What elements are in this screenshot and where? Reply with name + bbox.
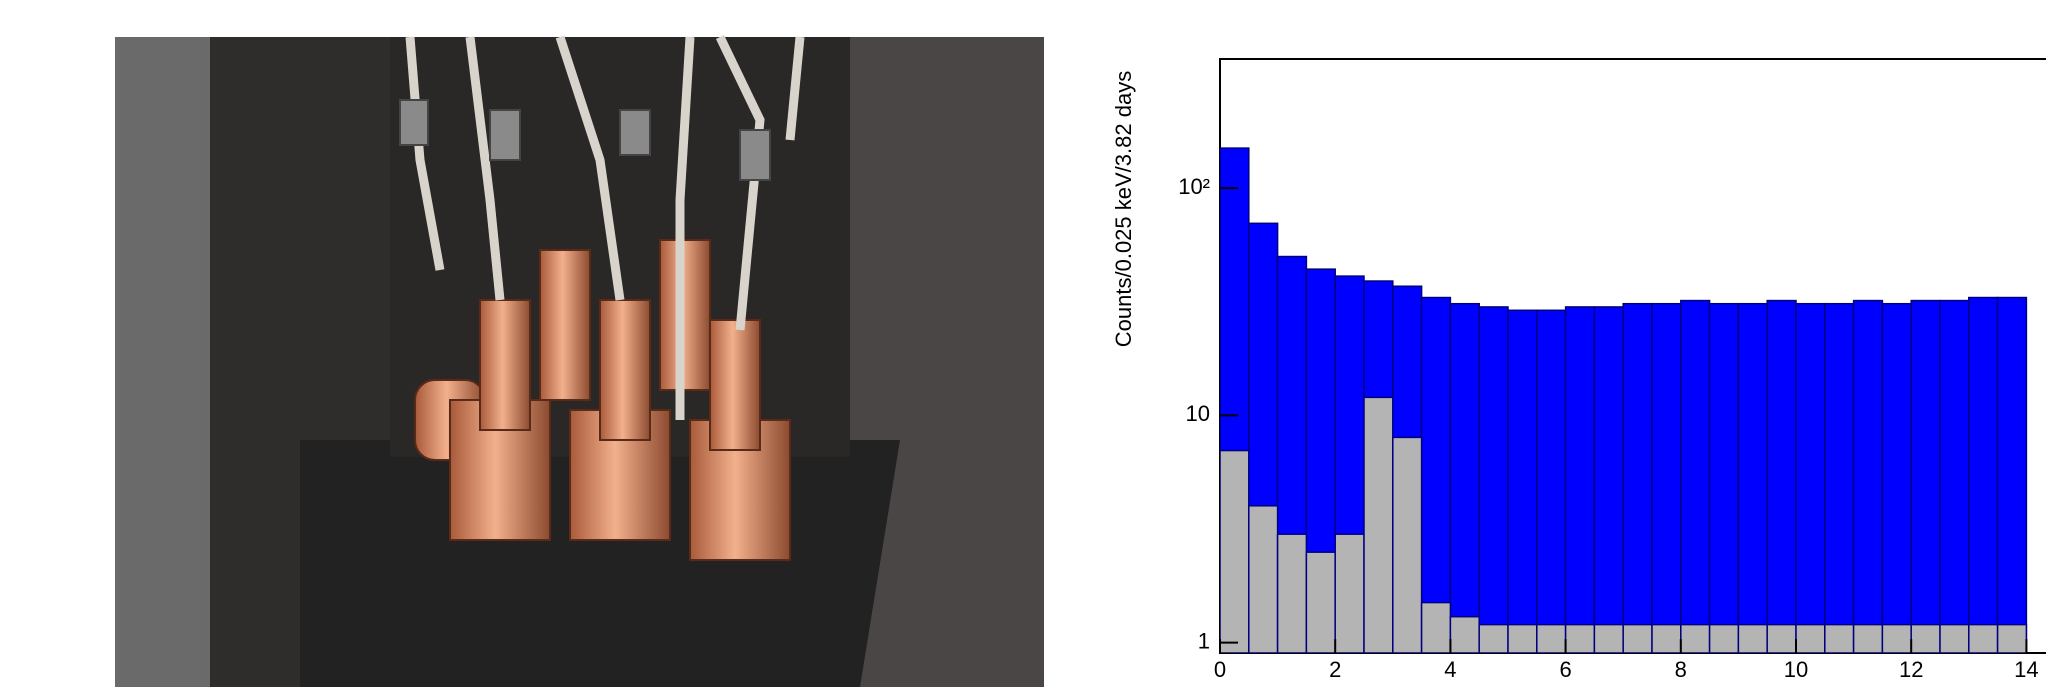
x-tick-label: 14 — [2014, 657, 2038, 682]
histogram-bar — [1305, 551, 1336, 653]
histogram-bar — [1507, 309, 1538, 653]
histogram-bar — [1593, 623, 1624, 653]
histogram-bar — [1334, 533, 1365, 653]
histogram-bar — [1939, 623, 1970, 653]
x-tick-label: 2 — [1329, 657, 1341, 682]
histogram-bar — [1737, 623, 1768, 653]
histogram-bar — [1449, 615, 1480, 653]
x-tick-label: 0 — [1214, 657, 1226, 682]
histogram-bar — [1852, 623, 1884, 653]
y-axis-label: Counts/0.025 keV/3.82 days — [1111, 71, 1136, 347]
histogram-bar — [1220, 449, 1250, 653]
histogram-bar — [1824, 623, 1855, 653]
histogram-bar — [1766, 623, 1797, 653]
histogram-bar — [1910, 299, 1941, 653]
histogram-bar — [1564, 623, 1596, 653]
histogram-bar — [1996, 296, 2028, 653]
histogram-bar — [1536, 623, 1567, 653]
histogram-bar — [1622, 302, 1653, 653]
histogram-bar — [1449, 302, 1480, 653]
histogram-bar — [1939, 299, 1970, 653]
histogram-bar — [1651, 623, 1682, 653]
histogram-bar — [1824, 302, 1855, 653]
histogram-bar — [1881, 623, 1912, 653]
histogram-bar — [1766, 299, 1797, 653]
histogram-bar — [1507, 623, 1538, 653]
x-tick-label: 10 — [1784, 657, 1808, 682]
histogram-bar — [1708, 302, 1740, 653]
histogram-bar — [1996, 623, 2028, 653]
histogram-bar — [1968, 623, 1999, 653]
histogram-bar — [1680, 623, 1711, 653]
histogram-bar — [1968, 296, 1999, 653]
x-tick-label: 12 — [1899, 657, 1923, 682]
photo — [115, 35, 1044, 687]
histogram-bar — [1564, 306, 1596, 653]
histogram-bar — [1795, 623, 1826, 653]
histogram-bar — [1680, 299, 1711, 653]
histogram-bar — [1276, 533, 1308, 653]
histogram-bar — [1622, 623, 1653, 653]
histogram-bar — [1737, 302, 1768, 653]
histogram-bar — [1536, 309, 1567, 653]
y-tick-label: 10² — [1178, 174, 1210, 199]
histogram-bar — [1910, 623, 1941, 653]
y-tick-label: 10 — [1186, 401, 1210, 426]
y-tick-label: 1 — [1198, 628, 1210, 653]
x-tick-label: 8 — [1675, 657, 1687, 682]
histogram-bar — [1881, 302, 1912, 653]
x-tick-label: 4 — [1444, 657, 1456, 682]
histogram-bar — [1363, 396, 1394, 653]
histogram-bar — [1593, 306, 1624, 653]
histogram-bar — [1651, 302, 1682, 653]
histogram-bar — [1852, 299, 1884, 653]
plot-area — [1220, 147, 2028, 653]
histogram-bar — [1478, 306, 1509, 653]
x-tick-label: 6 — [1559, 657, 1571, 682]
histogram-bar — [1708, 623, 1740, 653]
histogram-bar — [1248, 505, 1279, 653]
histogram-bar — [1420, 601, 1452, 653]
histogram-bar — [1420, 296, 1452, 653]
histogram-bar — [1478, 623, 1509, 653]
histogram-bar — [1795, 302, 1826, 653]
histogram-bar — [1392, 436, 1423, 653]
